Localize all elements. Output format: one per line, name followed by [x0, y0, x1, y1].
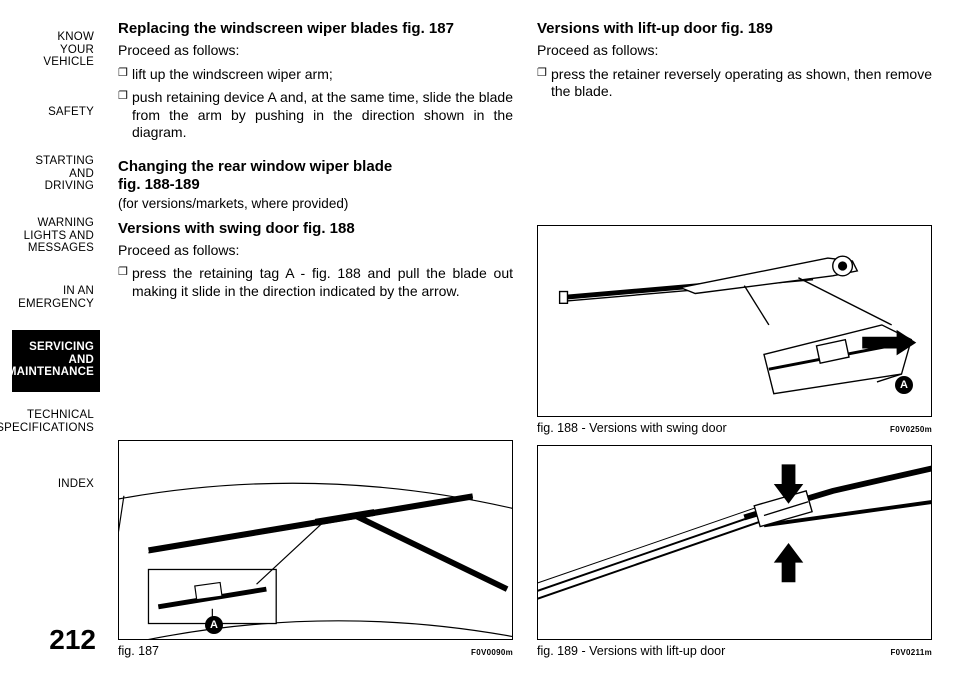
sidebar-label: KNOW: [57, 31, 94, 44]
figure-label-a: A: [205, 616, 223, 634]
figure-188-caption-row: fig. 188 - Versions with swing door F0V0…: [537, 421, 932, 435]
figure-187-illustration: [119, 441, 512, 639]
column-right: Versions with lift-up door fig. 189 Proc…: [537, 20, 932, 658]
figure-code: F0V0250m: [890, 425, 932, 434]
figure-label-a: A: [895, 376, 913, 394]
figure-189-frame: [537, 445, 932, 640]
page-number: 212: [12, 624, 100, 658]
figure-caption: fig. 189 - Versions with lift-up door: [537, 644, 725, 658]
sidebar-label: LIGHTS AND: [24, 230, 94, 243]
subtext-versions: (for versions/markets, where provided): [118, 196, 513, 212]
sidebar-label: MAINTENANCE: [7, 366, 94, 379]
figure-code: F0V0211m: [890, 648, 932, 657]
sidebar-label: YOUR: [60, 44, 94, 57]
sidebar-item-starting-driving[interactable]: STARTING AND DRIVING: [12, 144, 100, 206]
heading-liftup-door: Versions with lift-up door fig. 189: [537, 20, 932, 38]
figure-188-container: A fig. 188 - Versions with swing door F0…: [537, 225, 932, 435]
bullet-item: press the retainer reversely operating a…: [551, 66, 932, 101]
bullet-item: lift up the windscreen wiper arm;: [132, 66, 513, 84]
sidebar-item-know-your-vehicle[interactable]: KNOW YOUR VEHICLE: [12, 20, 100, 82]
sidebar-label: AND: [69, 168, 94, 181]
intro-text: Proceed as follows:: [118, 42, 513, 60]
sidebar-item-servicing[interactable]: SERVICING AND MAINTENANCE: [12, 330, 100, 392]
bullet-list: lift up the windscreen wiper arm; push r…: [118, 66, 513, 148]
sidebar-label: IN AN: [63, 285, 94, 298]
intro-text: Proceed as follows:: [537, 42, 932, 60]
sidebar-item-index[interactable]: INDEX: [12, 454, 100, 516]
sidebar-label: SAFETY: [48, 106, 94, 119]
sidebar-item-tech-spec[interactable]: TECHNICAL SPECIFICATIONS: [12, 392, 100, 454]
figure-187-container: A fig. 187 F0V0090m: [118, 440, 513, 658]
bullet-list: press the retainer reversely operating a…: [537, 66, 932, 107]
sidebar-item-safety[interactable]: SAFETY: [12, 82, 100, 144]
intro-text: Proceed as follows:: [118, 242, 513, 260]
sidebar-label: AND: [68, 354, 94, 367]
page-root: KNOW YOUR VEHICLE SAFETY STARTING AND DR…: [0, 0, 954, 673]
sidebar-label: SPECIFICATIONS: [0, 422, 94, 435]
bullet-item: press the retaining tag A - fig. 188 and…: [132, 265, 513, 300]
figure-188-illustration: [538, 226, 931, 416]
content-area: Replacing the windscreen wiper blades fi…: [100, 20, 932, 658]
heading-replacing-windscreen: Replacing the windscreen wiper blades fi…: [118, 20, 513, 38]
sidebar-label: INDEX: [58, 478, 94, 491]
sidebar-label: WARNING: [37, 217, 94, 230]
heading-changing-rear-a: Changing the rear window wiper blade: [118, 158, 513, 176]
column-left: Replacing the windscreen wiper blades fi…: [118, 20, 513, 658]
figure-187-caption-row: fig. 187 F0V0090m: [118, 644, 513, 658]
sidebar-label: MESSAGES: [28, 242, 94, 255]
sidebar-item-warning-lights[interactable]: WARNING LIGHTS AND MESSAGES: [12, 206, 100, 268]
sidebar-nav: KNOW YOUR VEHICLE SAFETY STARTING AND DR…: [12, 20, 100, 658]
figure-188-frame: A: [537, 225, 932, 417]
sidebar-item-emergency[interactable]: IN AN EMERGENCY: [12, 268, 100, 330]
sidebar-label: VEHICLE: [43, 56, 94, 69]
bullet-list: press the retaining tag A - fig. 188 and…: [118, 265, 513, 306]
sidebar-label: TECHNICAL: [27, 409, 94, 422]
figure-189-container: fig. 189 - Versions with lift-up door F0…: [537, 445, 932, 658]
figure-caption: fig. 188 - Versions with swing door: [537, 421, 727, 435]
figure-187-frame: A: [118, 440, 513, 640]
sidebar-label: SERVICING: [29, 341, 94, 354]
figure-caption: fig. 187: [118, 644, 159, 658]
sidebar-label: DRIVING: [45, 180, 94, 193]
figure-code: F0V0090m: [471, 648, 513, 657]
bullet-item: push retaining device A and, at the same…: [132, 89, 513, 142]
figure-189-illustration: [538, 446, 931, 639]
heading-swing-door: Versions with swing door fig. 188: [118, 220, 513, 238]
sidebar-label: STARTING: [35, 155, 94, 168]
heading-changing-rear-b: fig. 188-189: [118, 176, 513, 194]
figure-189-caption-row: fig. 189 - Versions with lift-up door F0…: [537, 644, 932, 658]
sidebar-label: EMERGENCY: [18, 298, 94, 311]
